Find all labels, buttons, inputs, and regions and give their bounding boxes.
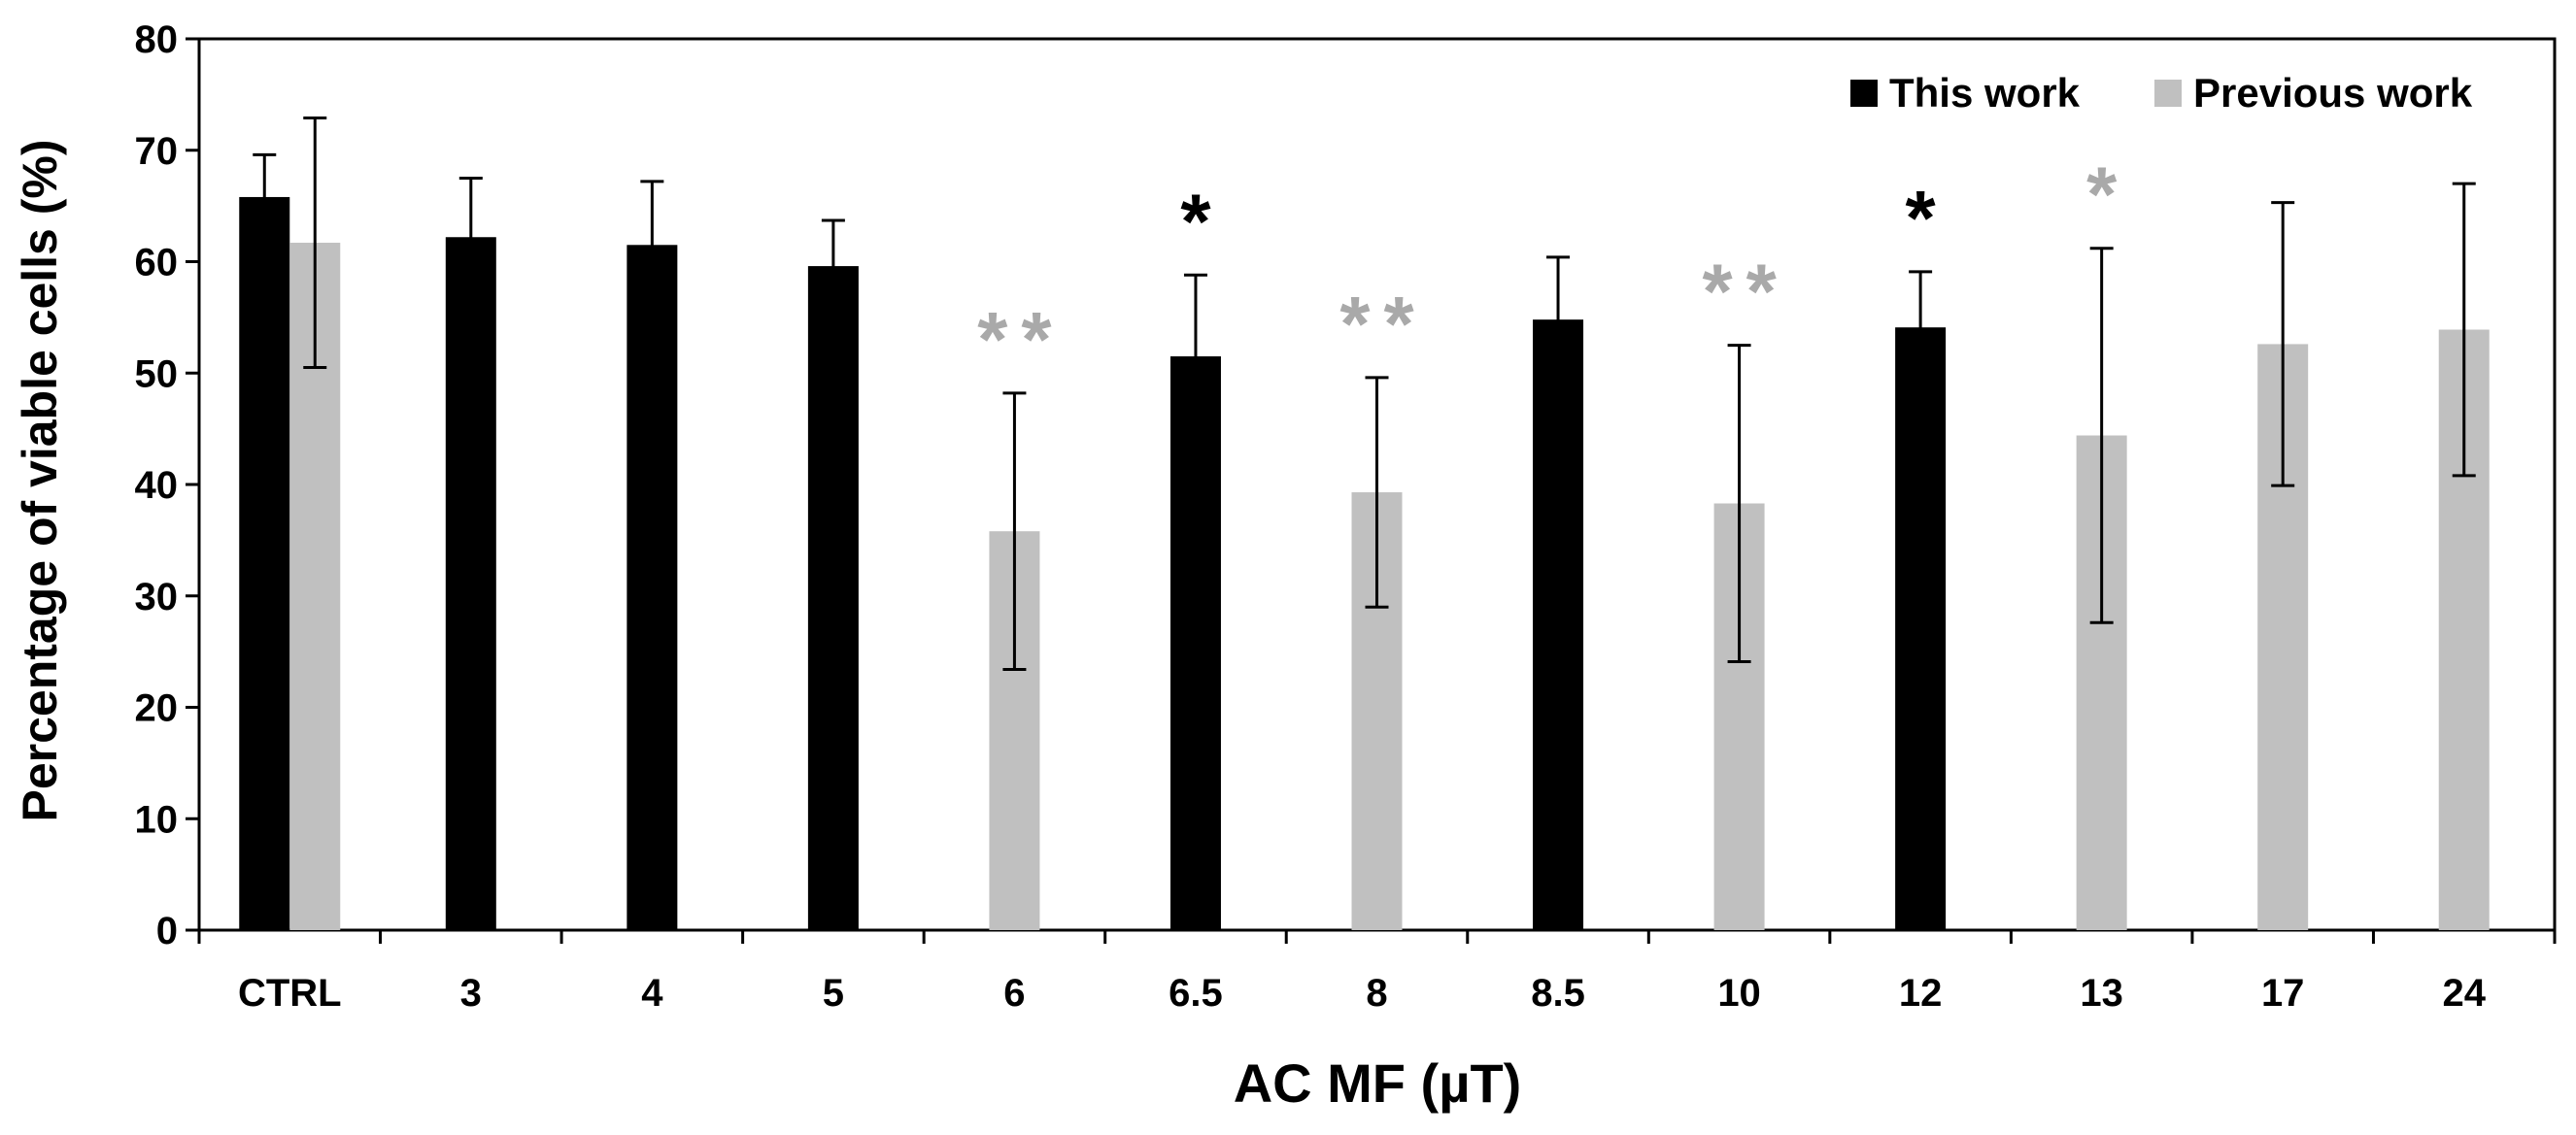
x-tick-label: 8 bbox=[1366, 972, 1387, 1015]
significance-mark: * bbox=[2086, 151, 2118, 238]
x-tick-label: CTRL bbox=[238, 972, 342, 1015]
legend: This work Previous work bbox=[1850, 70, 2473, 116]
bar-this-work bbox=[445, 237, 496, 930]
significance-mark: ** bbox=[977, 296, 1065, 383]
x-tick-label: 6 bbox=[1003, 972, 1025, 1015]
x-tick-label: 8.5 bbox=[1531, 972, 1585, 1015]
significance-mark: ** bbox=[1339, 281, 1427, 367]
x-tick-label: 24 bbox=[2442, 972, 2486, 1015]
x-tick-label: 4 bbox=[641, 972, 663, 1015]
y-tick-label: 70 bbox=[135, 130, 179, 173]
x-tick-label: 10 bbox=[1717, 972, 1761, 1015]
y-tick-label: 20 bbox=[135, 687, 179, 730]
bars bbox=[239, 196, 2490, 931]
bar-this-work bbox=[807, 266, 859, 931]
y-axis-title: Percentage of viable cells (%) bbox=[13, 139, 67, 821]
significance-marks: ***** *** * bbox=[977, 151, 2118, 383]
bar-this-work bbox=[1895, 327, 1947, 930]
error-bars bbox=[253, 116, 2476, 671]
y-tick-label: 60 bbox=[135, 242, 179, 284]
x-tick-label: 17 bbox=[2261, 972, 2305, 1015]
y-tick-label: 40 bbox=[135, 464, 179, 507]
x-tick-label: 13 bbox=[2080, 972, 2123, 1015]
significance-mark: * bbox=[1906, 175, 1937, 261]
bar-this-work bbox=[627, 245, 678, 931]
legend-item-previous-work-swatch bbox=[2154, 80, 2182, 107]
x-axis-title: AC MF (µT) bbox=[1234, 1052, 1522, 1114]
legend-item-this-work-label: This work bbox=[1889, 70, 2081, 116]
x-tick-label: 12 bbox=[1899, 972, 1943, 1015]
y-tick-label: 0 bbox=[156, 910, 178, 952]
y-tick-label: 50 bbox=[135, 352, 179, 395]
significance-mark: ** bbox=[1702, 249, 1789, 335]
x-tick-label: 6.5 bbox=[1169, 972, 1223, 1015]
significance-mark: * bbox=[1180, 178, 1211, 264]
x-tick-label: 3 bbox=[460, 972, 482, 1015]
x-tick-label: 5 bbox=[823, 972, 844, 1015]
legend-item-previous-work-label: Previous work bbox=[2193, 70, 2473, 116]
tick-labels: 0 10 20 30 40 50 60 70 80 CTRL 3 4 5 6 6.5 8 8.5 10 12 13 17… bbox=[135, 18, 2487, 1015]
bar-this-work bbox=[1169, 356, 1221, 931]
bar-this-work bbox=[1533, 319, 1584, 930]
y-tick-label: 80 bbox=[135, 18, 179, 61]
legend-item-this-work-swatch bbox=[1850, 80, 1878, 107]
y-tick-label: 10 bbox=[135, 798, 179, 841]
bar-this-work bbox=[239, 196, 290, 930]
y-tick-label: 30 bbox=[135, 576, 179, 618]
